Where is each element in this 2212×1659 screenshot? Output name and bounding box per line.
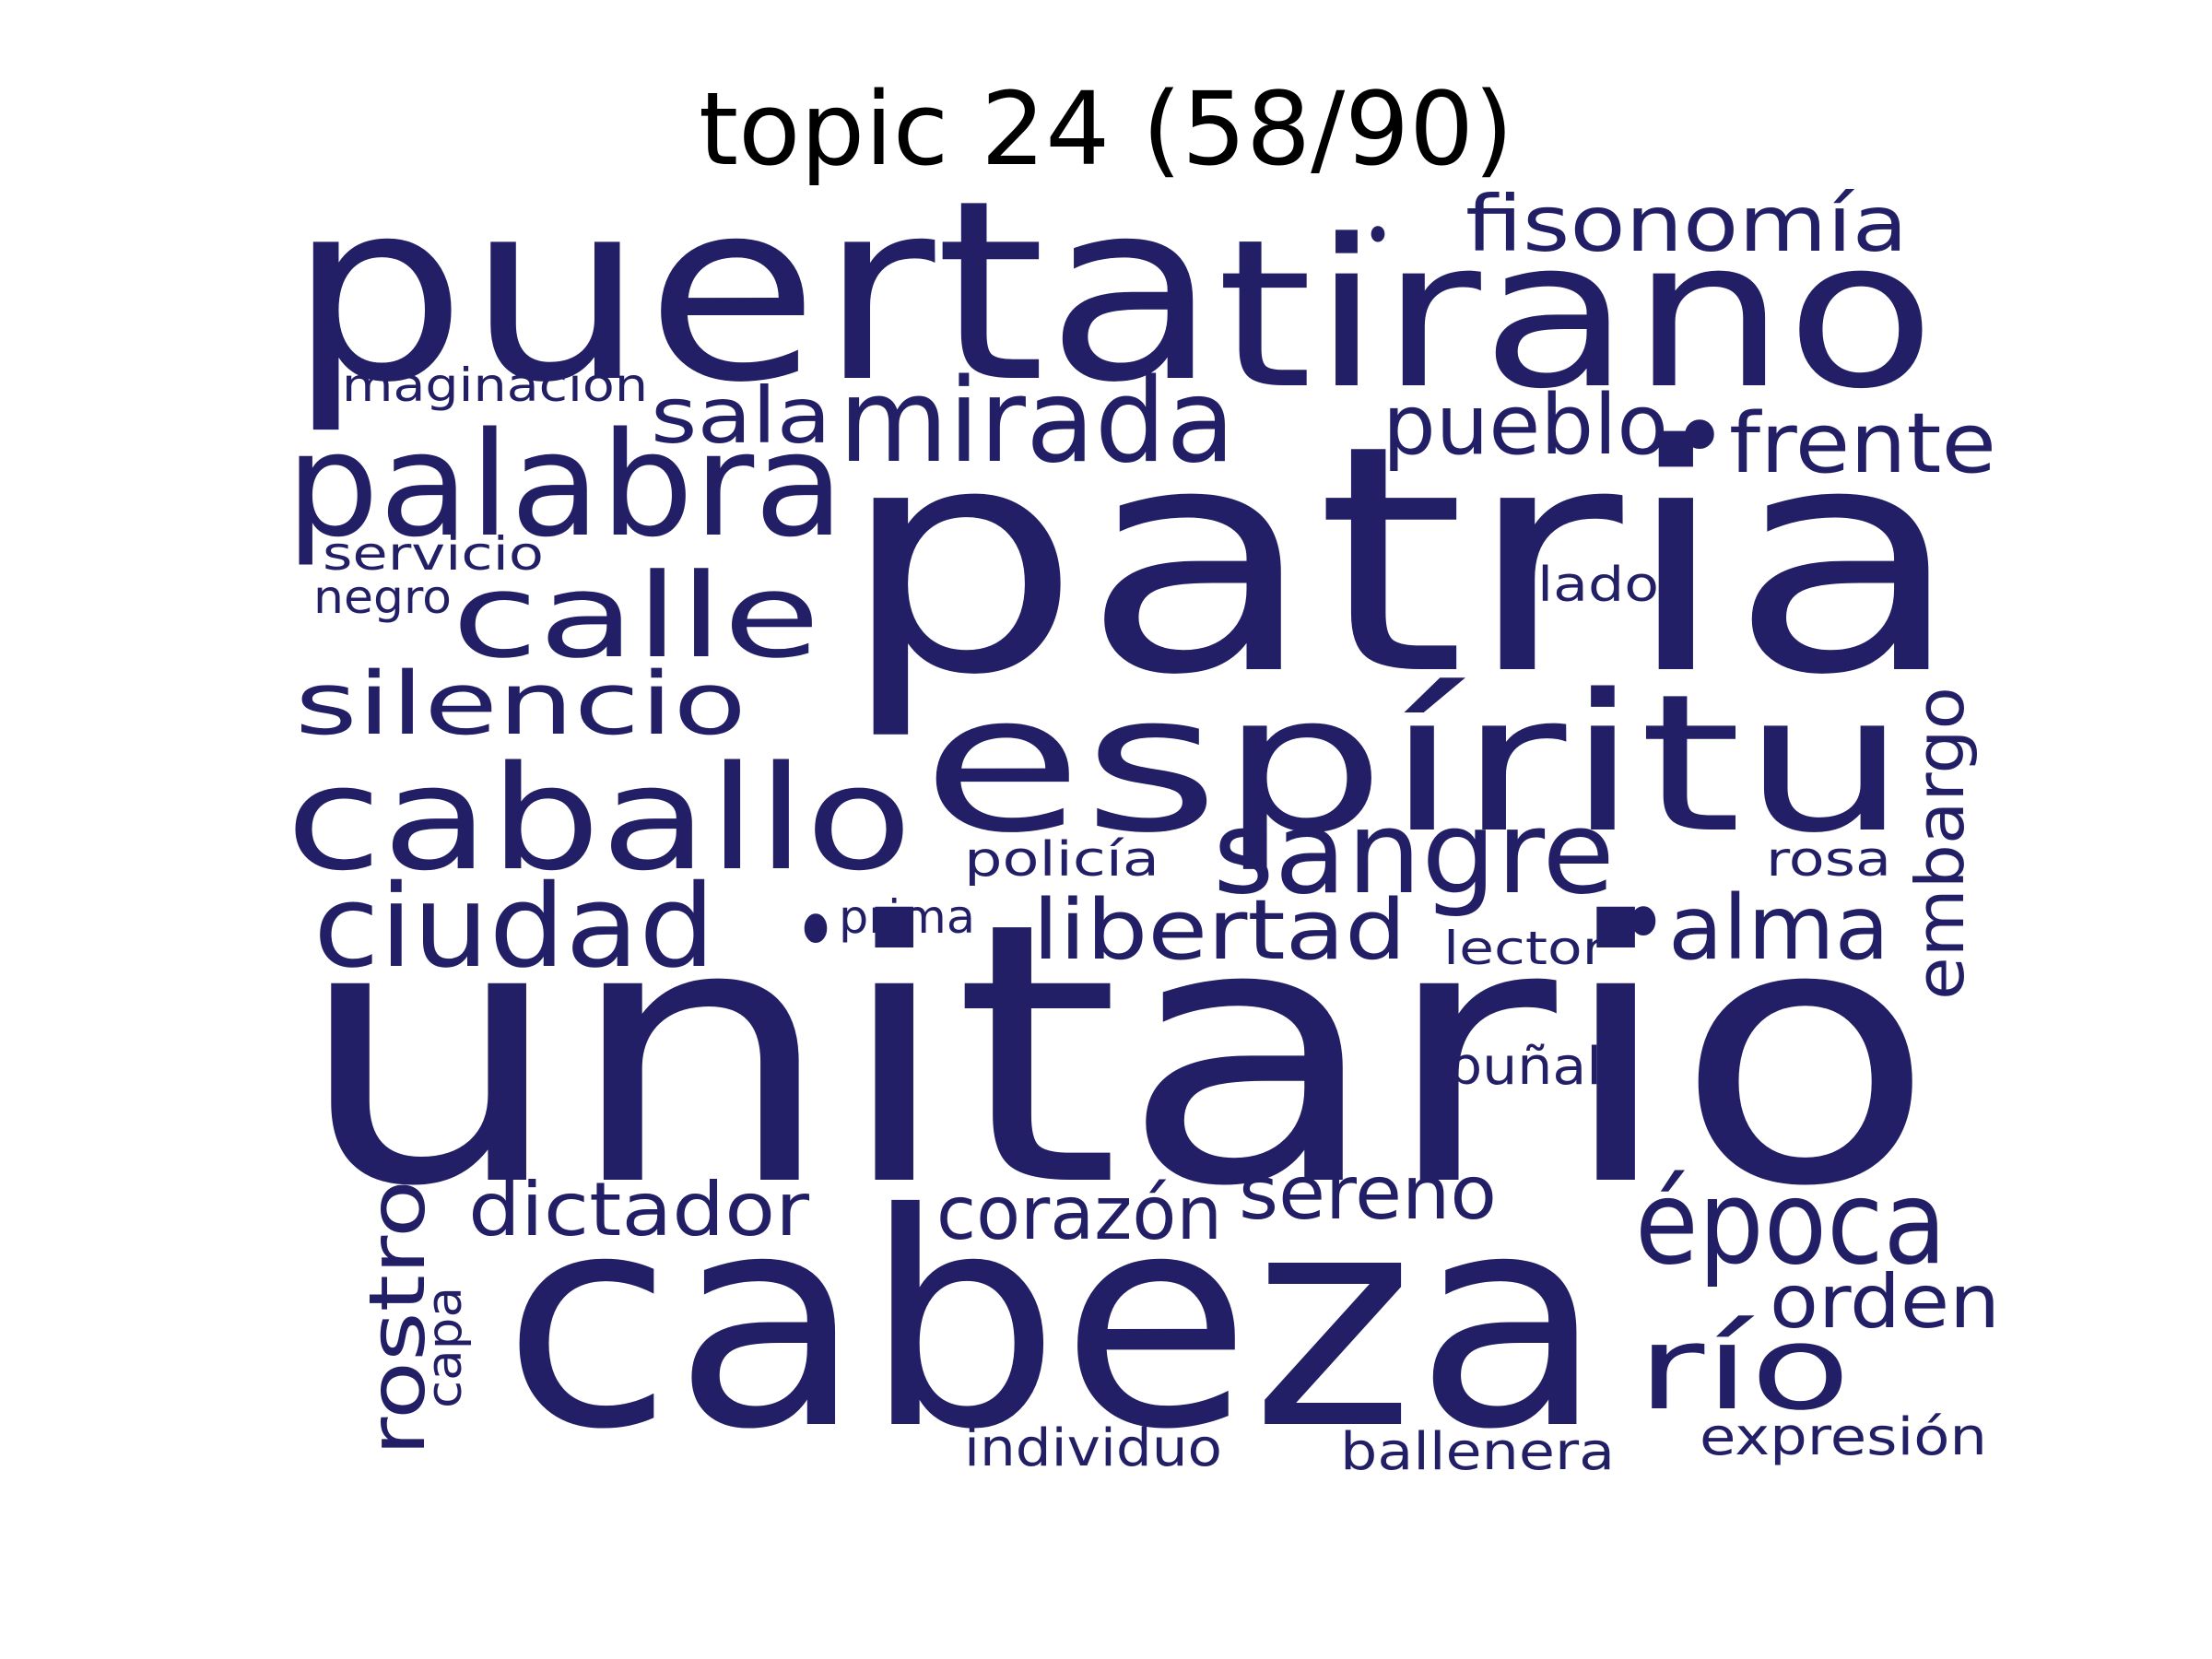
- word-pueblo: pueblo: [1382, 377, 1668, 474]
- word-libertad: libertad: [1032, 882, 1406, 979]
- word-rosa: rosa: [1766, 832, 1891, 888]
- word-ciudad: ciudad: [313, 861, 715, 994]
- word-sereno: sereno: [1239, 1150, 1497, 1236]
- dot-1: •: [1670, 378, 1729, 496]
- word-frente: frente: [1729, 395, 1996, 492]
- word-cabeza: cabeza: [502, 1151, 1605, 1494]
- word-lector: lector: [1443, 922, 1606, 975]
- word-policia: policía: [964, 832, 1159, 888]
- word-capa: capa: [418, 1287, 473, 1408]
- word-sala: sala: [651, 371, 831, 461]
- word-lado: lado: [1537, 558, 1659, 613]
- dot-3: •: [1618, 865, 1668, 982]
- word-negro: negro: [313, 571, 452, 624]
- word-expresion: expresión: [1700, 1407, 1987, 1467]
- word-ballenera: ballenera: [1340, 1422, 1615, 1482]
- word-prima: prima: [839, 890, 975, 944]
- word-mirada: mirada: [839, 353, 1235, 488]
- word-silencio: silencio: [295, 654, 747, 755]
- word-individuo: individuo: [964, 1418, 1222, 1478]
- word-rostro: rostro: [352, 1180, 442, 1456]
- word-unitario: unitario: [295, 846, 1936, 1265]
- word-caballo: caballo: [286, 735, 912, 902]
- word-imaginacion: imaginación: [327, 359, 648, 412]
- word-sangre: sangre: [1213, 787, 1615, 920]
- word-servicio: servicio: [323, 527, 544, 581]
- word-patria: patria: [839, 379, 1963, 744]
- word-palabra: palabra: [286, 401, 844, 569]
- word-calle: calle: [452, 548, 820, 684]
- word-orden: orden: [1770, 1259, 2000, 1345]
- word-corazon: corazón: [936, 1171, 1222, 1256]
- word-rio: río: [1637, 1300, 1851, 1436]
- word-punal: puñal: [1447, 1037, 1602, 1097]
- word-embargo: embargo: [1901, 687, 1979, 1000]
- word-alma: alma: [1668, 877, 1889, 980]
- word-dictador: dictador: [468, 1167, 809, 1253]
- word-fisonomia: fisonomía: [1465, 179, 1908, 269]
- dot-4: •: [1364, 204, 1392, 268]
- word-puerta: puerta: [288, 147, 1218, 437]
- word-espiritu: espíritu: [922, 653, 1908, 875]
- dot-2: •: [793, 872, 839, 990]
- word-epoca: época: [1635, 1155, 1947, 1290]
- word-tirano: tirano: [1217, 196, 1936, 434]
- chart-title: topic 24 (58/90): [699, 70, 1513, 188]
